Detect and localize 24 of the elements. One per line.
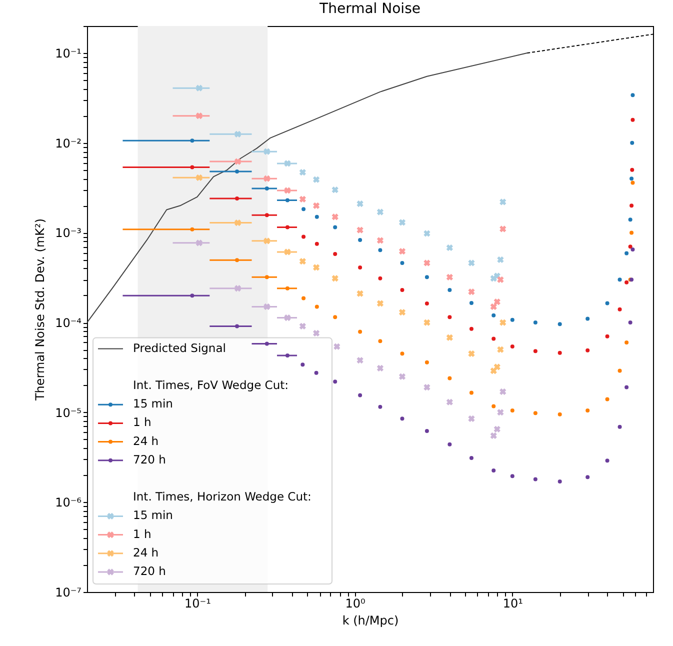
legend-label: 15 min [133,396,173,411]
x-tick-label: 10⁻¹ [184,596,212,610]
legend-label: 1 h [133,415,152,430]
legend-label: 1 h [133,526,152,541]
y-tick-label: 10⁻¹ [55,46,82,61]
legend-label: 24 h [133,545,159,560]
chart-title: Thermal Noise [318,1,420,17]
legend-label: 15 min [133,508,173,522]
legend-label: 720 h [133,564,166,578]
y-tick-label: 10⁻³ [55,226,82,240]
annotation: Int. Times, Horizon Wedge Cut: [133,490,312,504]
legend-label: Predicted Signal [133,340,226,355]
y-tick-label: 10⁻² [55,136,82,150]
y-tick-label: 10⁻⁴ [55,316,82,330]
x-tick-label: 10⁰ [345,596,366,610]
legend-label: 720 h [133,452,166,466]
legend-label: 24 h [133,434,159,448]
y-axis-title: Thermal Noise Std. Dev. (mK²) [33,218,48,402]
y-tick-label: 10⁻⁷ [55,586,82,600]
y-tick-label: 10⁻⁵ [55,406,82,420]
x-tick-label: 10¹ [502,596,524,610]
x-axis-title: k (h/Mpc) [342,614,399,628]
y-tick-label: 10⁻⁶ [55,496,82,510]
annotation: Int. Times, FoV Wedge Cut: [133,378,289,392]
